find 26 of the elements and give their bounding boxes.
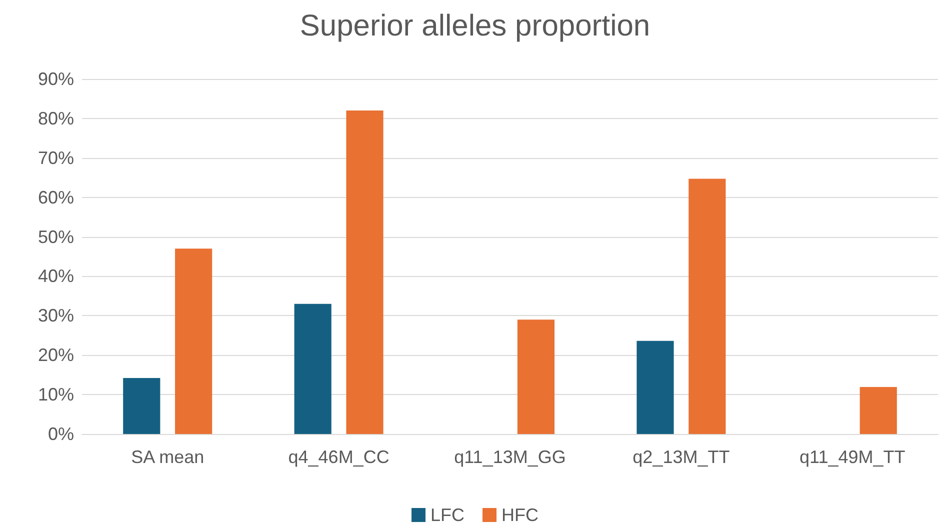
bar [636, 340, 674, 434]
bar [517, 320, 555, 434]
bar [294, 304, 332, 434]
bar [860, 387, 897, 434]
y-tick-label: 70% [38, 148, 74, 168]
x-tick-label: q2_13M_TT [632, 447, 730, 467]
bar [123, 378, 160, 434]
y-tick-label: 50% [38, 226, 74, 247]
y-tick-label: 40% [38, 266, 74, 286]
bar [175, 248, 212, 434]
y-tick-label: 20% [38, 345, 74, 366]
x-tick-label: SA mean [131, 447, 204, 467]
legend-label: HFC [502, 505, 539, 525]
x-tick-label: q11_13M_GG [454, 447, 566, 467]
bar [346, 110, 384, 434]
legend-label: LFC [430, 505, 465, 525]
x-tick-label: q4_46M_CC [288, 447, 390, 467]
y-tick-label: 60% [38, 187, 74, 208]
y-tick-label: 0% [48, 424, 74, 444]
y-tick-label: 90% [38, 69, 74, 89]
bar [688, 178, 726, 434]
x-tick-label: q11_49M_TT [800, 447, 906, 467]
y-tick-label: 80% [38, 108, 74, 128]
y-tick-label: 10% [38, 384, 74, 405]
chart-title: Superior alleles proportion [300, 10, 650, 42]
y-tick-label: 30% [38, 306, 74, 326]
